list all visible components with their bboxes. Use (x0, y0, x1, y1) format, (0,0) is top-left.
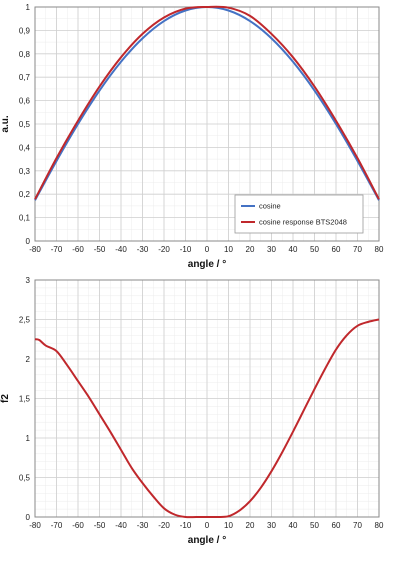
x-tick-label: 70 (353, 245, 362, 254)
x-tick-label: 80 (375, 245, 384, 254)
x-tick-label: 20 (246, 245, 255, 254)
x-axis-label: angle / ° (188, 535, 226, 546)
legend-box (234, 194, 364, 234)
x-axis-label: angle / ° (188, 259, 226, 270)
y-tick-label: 1 (26, 3, 31, 12)
x-tick-label: -10 (180, 521, 192, 530)
series-line-cosine-response-bts2048 (34, 5, 380, 200)
y-tick-label: 0,8 (19, 50, 31, 59)
y-tick-label: 1 (26, 434, 31, 443)
x-tick-labels: -80 -70 -60 -50 -40 -30 -20 -10 0 10 20 30 40 50 60 70 8… (29, 521, 384, 530)
y-tick-label: 0,2 (19, 190, 31, 199)
y-tick-label: 0 (26, 513, 31, 522)
y-tick-label: 0,4 (19, 143, 31, 152)
x-tick-label: -40 (115, 521, 127, 530)
y-tick-label: 0 (26, 237, 31, 246)
y-tick-label: 3 (26, 276, 31, 285)
major-grid (34, 279, 380, 518)
x-tick-label: 30 (267, 521, 276, 530)
x-tick-label: 50 (310, 521, 319, 530)
x-tick-label: 30 (267, 245, 276, 254)
x-tick-label: 40 (289, 245, 298, 254)
x-tick-label: -30 (137, 245, 149, 254)
x-tick-label: -50 (94, 245, 106, 254)
x-tick-label: 70 (353, 521, 362, 530)
x-tick-label: -50 (94, 521, 106, 530)
series-line-f2 (34, 318, 380, 519)
y-tick-label: 0,3 (19, 167, 31, 176)
x-tick-label: -80 (29, 245, 41, 254)
x-tick-label: -80 (29, 521, 41, 530)
legend-label: cosine response BTS2048 (259, 218, 347, 227)
y-tick-label: 0,7 (19, 73, 31, 82)
y-tick-labels: 0 0,5 1 1,5 2 2,5 3 (19, 276, 31, 522)
y-axis-label: a.u. (0, 115, 11, 132)
x-tick-label: -40 (115, 245, 127, 254)
x-tick-label: 50 (310, 245, 319, 254)
x-tick-label: -70 (51, 521, 63, 530)
x-tick-label: 60 (332, 521, 341, 530)
y-tick-label: 0,1 (19, 214, 31, 223)
y-tick-label: 0,6 (19, 97, 31, 106)
x-tick-label: 10 (224, 245, 233, 254)
chart-f2: -80 -70 -60 -50 -40 -30 -20 -10 0 10 20 30 40 50 60 70 8… (0, 276, 384, 546)
y-tick-label: 0,9 (19, 26, 31, 35)
y-tick-label: 0,5 (19, 474, 31, 483)
chart-cosine-response: -80 -70 -60 -50 -40 -30 -20 -10 0 10 20 30 40 50 60 70 8… (0, 3, 384, 270)
x-tick-label: -70 (51, 245, 63, 254)
x-tick-label: -60 (72, 245, 84, 254)
y-axis-label: f2 (0, 394, 11, 403)
y-tick-label: 0,5 (19, 120, 31, 129)
x-tick-label: -20 (158, 521, 170, 530)
x-tick-label: -20 (158, 245, 170, 254)
x-tick-label: 20 (246, 521, 255, 530)
x-tick-label: -30 (137, 521, 149, 530)
x-tick-label: -60 (72, 521, 84, 530)
x-tick-label: 60 (332, 245, 341, 254)
y-tick-labels: 0 0,1 0,2 0,3 0,4 0,5 0,6 0,7 0,8 0,9 1 (19, 3, 31, 246)
x-tick-label: 0 (205, 521, 210, 530)
x-tick-label: 40 (289, 521, 298, 530)
x-tick-label: 80 (375, 521, 384, 530)
x-tick-labels: -80 -70 -60 -50 -40 -30 -20 -10 0 10 20 30 40 50 60 70 8… (29, 245, 384, 254)
y-tick-label: 2 (26, 355, 31, 364)
y-tick-label: 2,5 (19, 316, 31, 325)
x-tick-label: 0 (205, 245, 210, 254)
x-tick-label: -10 (180, 245, 192, 254)
x-tick-label: 10 (224, 521, 233, 530)
legend-label: cosine (259, 202, 281, 211)
y-tick-label: 1,5 (19, 395, 31, 404)
legend: cosine cosine response BTS2048 (234, 194, 364, 234)
